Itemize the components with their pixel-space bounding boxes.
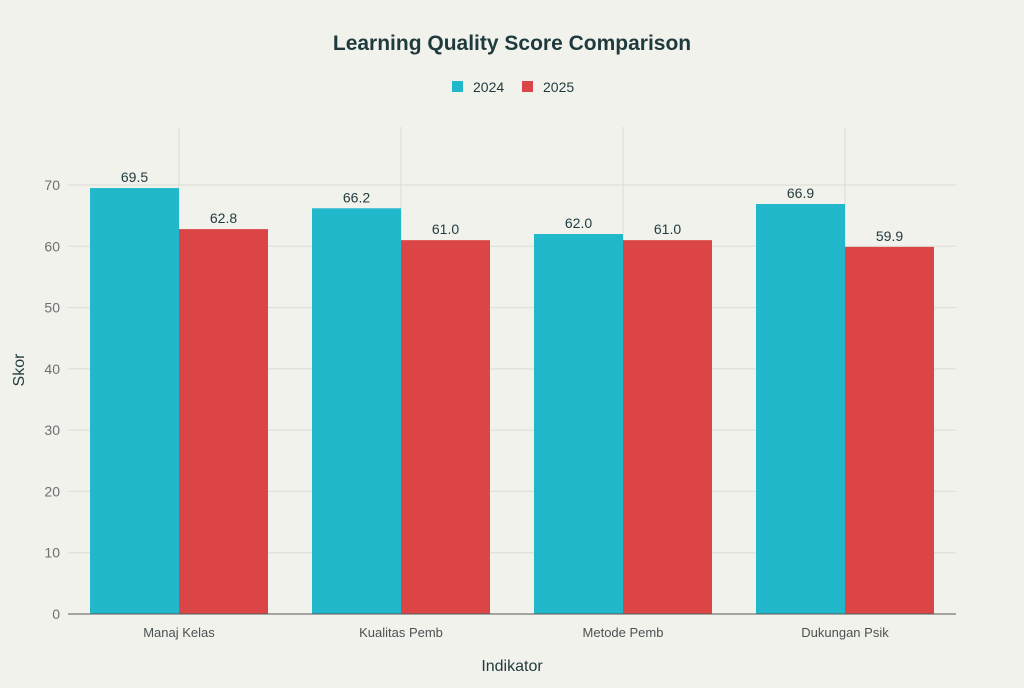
x-tick-label: Metode Pemb [583,625,664,640]
bar-2024 [312,208,401,614]
data-label: 59.9 [876,228,903,244]
y-tick-label: 10 [44,545,60,561]
data-label: 62.8 [210,210,237,226]
bars [90,188,934,615]
y-tick-label: 30 [44,422,60,438]
data-label: 61.0 [654,221,681,237]
axes: 0 10 20 30 40 50 60 70 Manaj Kelas Kualitas Pemb M… [44,177,956,640]
bar-2024 [756,203,845,614]
x-axis-label: Indikator [481,658,543,675]
x-tick-label: Dukungan Psik [801,625,889,640]
data-label: 66.9 [787,185,814,201]
data-labels: 69.5 62.8 66.2 61.0 62.0 61.0 66.9 59.9 [121,169,903,244]
x-tick-label: Kualitas Pemb [359,625,443,640]
legend: 2024 2025 [452,79,574,95]
legend-swatch [522,81,533,92]
bar-2025 [401,240,490,614]
bar-2024 [90,188,179,615]
y-tick-label: 60 [44,238,60,254]
bar-2025 [845,246,934,615]
chart-title: Learning Quality Score Comparison [333,32,691,55]
bar-2025 [623,240,712,614]
legend-label: 2025 [543,79,574,95]
y-tick-label: 50 [44,300,60,316]
data-label: 62.0 [565,215,592,231]
y-tick-label: 70 [44,177,60,193]
data-label: 66.2 [343,189,370,205]
data-label: 69.5 [121,169,148,185]
legend-swatch [452,81,463,92]
legend-label: 2024 [473,79,504,95]
bar-2025 [179,229,268,614]
data-label: 61.0 [432,221,459,237]
bar-2024 [534,234,623,614]
y-tick-label: 40 [44,361,60,377]
y-tick-label: 20 [44,483,60,499]
y-tick-label: 0 [52,606,60,622]
x-tick-label: Manaj Kelas [143,625,215,640]
y-axis-label: Skor [11,353,28,387]
